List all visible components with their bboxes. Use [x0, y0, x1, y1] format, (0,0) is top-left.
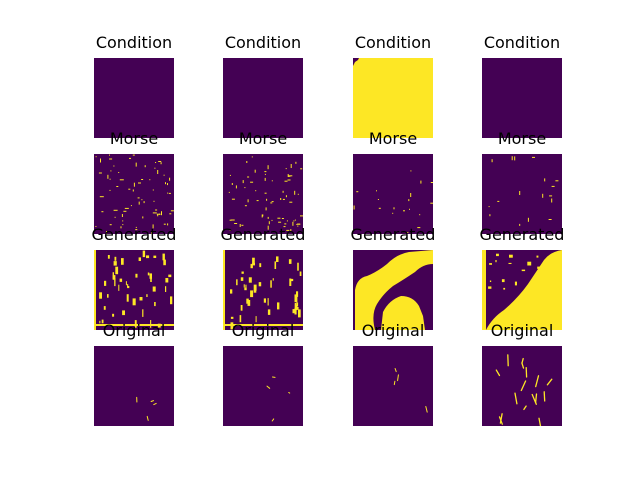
panel-title: Original	[490, 321, 554, 340]
panel-image	[94, 58, 174, 138]
panel-title: Morse	[238, 129, 288, 148]
panel-image	[223, 250, 303, 330]
panel-image	[94, 250, 174, 330]
panel-title: Morse	[368, 129, 418, 148]
panel-title: Condition	[354, 33, 432, 52]
panel-title: Condition	[224, 33, 302, 52]
panel-image	[353, 346, 433, 426]
panel-image	[223, 346, 303, 426]
panel-title: Condition	[95, 33, 173, 52]
panel-image	[223, 58, 303, 138]
panel-image	[223, 154, 303, 234]
panel-title: Generated	[479, 225, 565, 244]
panel-image	[353, 58, 433, 138]
panel-title: Morse	[109, 129, 159, 148]
panel-title: Morse	[497, 129, 547, 148]
panel-title: Original	[231, 321, 295, 340]
panel-title: Condition	[483, 33, 561, 52]
panel-image	[482, 250, 562, 330]
panel-image	[94, 154, 174, 234]
panel-image	[482, 346, 562, 426]
panel-title: Generated	[350, 225, 436, 244]
panel-image	[482, 154, 562, 234]
panel-image	[482, 58, 562, 138]
panel-image	[353, 154, 433, 234]
panel-image	[353, 250, 433, 330]
panel-title: Generated	[91, 225, 177, 244]
panel-image	[94, 346, 174, 426]
panel-title: Original	[361, 321, 425, 340]
panel-title: Generated	[220, 225, 306, 244]
panel-title: Original	[102, 321, 166, 340]
